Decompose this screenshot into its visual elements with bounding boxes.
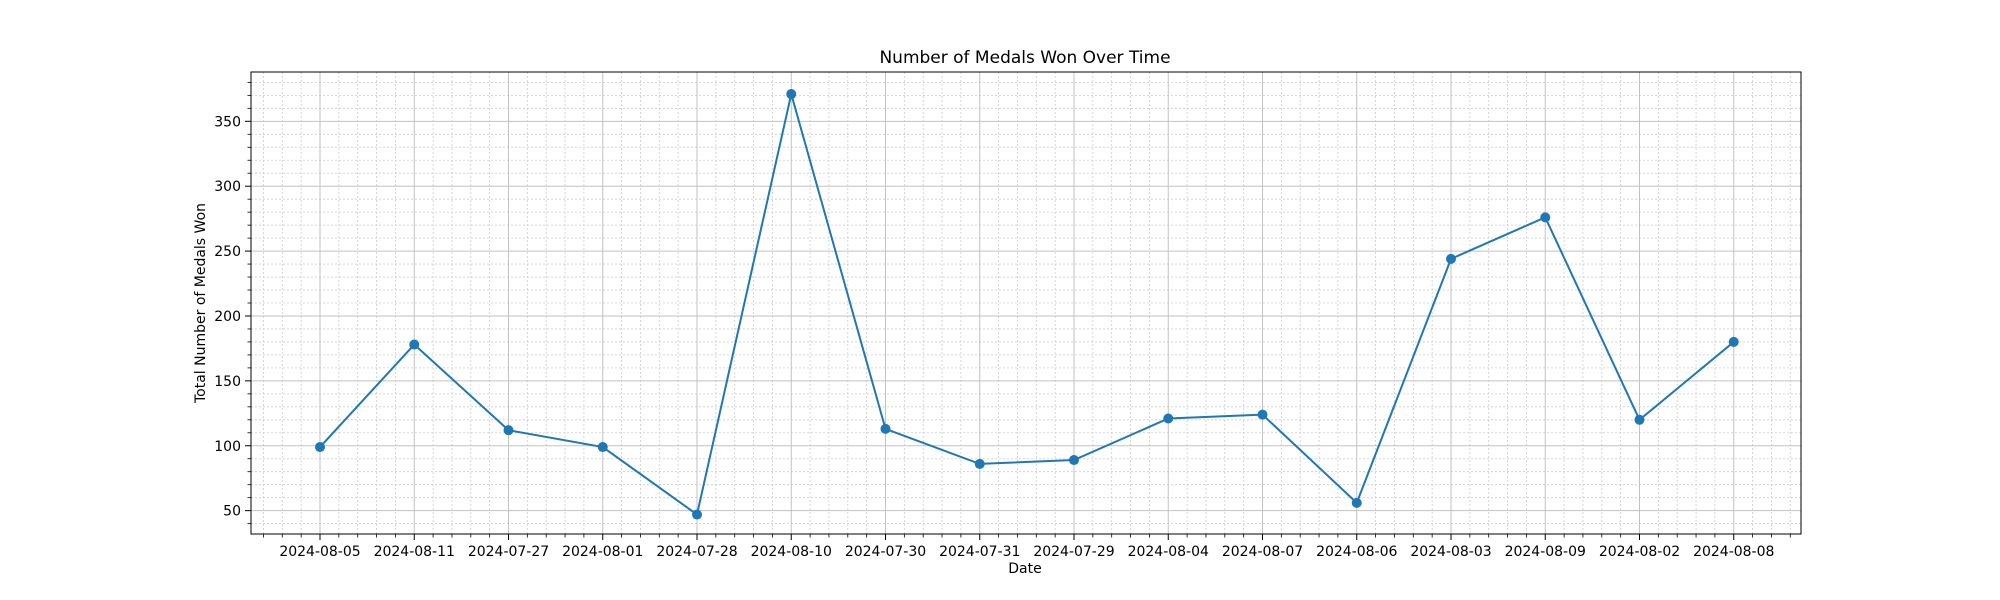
x-tick-label: 2024-08-02 — [1599, 544, 1680, 560]
minor-grid — [251, 72, 1801, 534]
y-tick-label: 200 — [214, 309, 241, 325]
y-axis-label: Total Number of Medals Won — [193, 203, 209, 404]
x-axis-ticks: 2024-08-05 2024-08-11 2024-07-27 2024-08-01… — [263, 534, 1791, 560]
data-point — [786, 89, 797, 100]
x-tick-label: 2024-08-07 — [1222, 544, 1303, 560]
x-tick-label: 2024-07-27 — [468, 544, 549, 560]
data-point — [503, 425, 514, 436]
x-tick-label: 2024-07-31 — [939, 544, 1020, 560]
x-tick-label: 2024-08-08 — [1693, 544, 1774, 560]
x-tick-label: 2024-08-04 — [1128, 544, 1209, 560]
major-grid — [251, 72, 1801, 534]
data-point — [409, 339, 420, 350]
x-tick-label: 2024-08-09 — [1505, 544, 1586, 560]
y-tick-label: 100 — [214, 439, 241, 455]
x-tick-label: 2024-08-03 — [1410, 544, 1491, 560]
y-tick-label: 300 — [214, 179, 241, 195]
y-axis-ticks: 50 100 150 200 250 300 350 — [214, 81, 251, 525]
series-points-group — [315, 89, 1739, 520]
data-point — [1540, 212, 1551, 223]
x-tick-label: 2024-08-11 — [374, 544, 455, 560]
data-point — [692, 509, 702, 520]
x-tick-label: 2024-07-30 — [845, 544, 926, 560]
y-tick-label: 350 — [214, 114, 241, 130]
data-point — [1163, 413, 1174, 424]
data-point — [974, 458, 985, 469]
x-tick-label: 2024-07-29 — [1033, 544, 1114, 560]
series-line — [319, 93, 1735, 517]
data-point — [597, 442, 608, 453]
x-axis-label: Date — [1008, 561, 1041, 577]
x-tick-label: 2024-08-06 — [1316, 544, 1397, 560]
data-point — [315, 442, 325, 453]
data-point — [1069, 455, 1079, 466]
x-tick-label: 2024-08-05 — [279, 544, 360, 560]
x-tick-label: 2024-08-10 — [751, 544, 832, 560]
y-tick-label: 250 — [214, 244, 241, 260]
y-tick-label: 50 — [223, 504, 241, 520]
y-tick-label: 150 — [214, 374, 241, 390]
x-tick-label: 2024-07-28 — [656, 544, 737, 560]
series-line-group — [319, 93, 1735, 517]
data-point — [1257, 409, 1268, 420]
data-point — [1446, 253, 1456, 264]
chart-title: Number of Medals Won Over Time — [879, 48, 1170, 68]
data-point — [880, 423, 891, 434]
data-point — [1351, 497, 1362, 508]
data-point — [1634, 414, 1645, 425]
data-point — [1728, 336, 1739, 347]
x-tick-label: 2024-08-01 — [562, 544, 643, 560]
